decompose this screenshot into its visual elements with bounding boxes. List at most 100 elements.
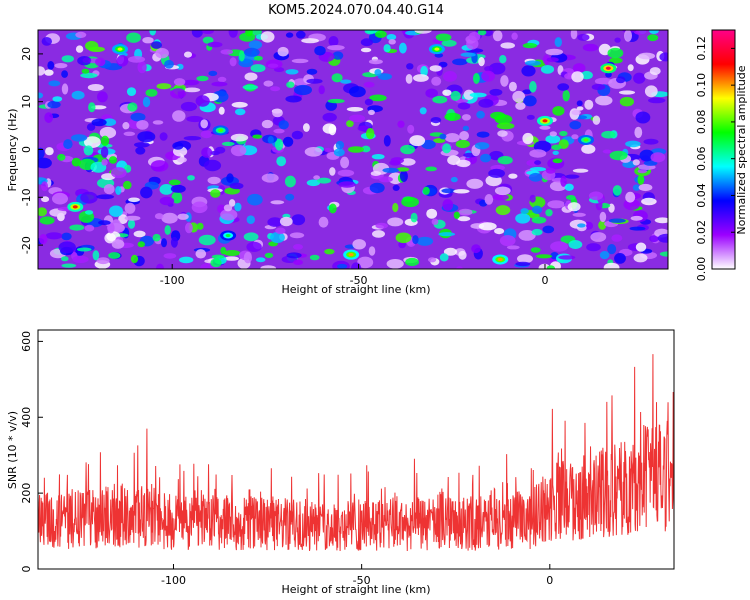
heatmap-cell bbox=[123, 131, 136, 136]
heatmap-cell bbox=[399, 170, 408, 182]
heatmap-cell bbox=[571, 134, 579, 140]
heatmap-cell bbox=[439, 133, 447, 140]
heatmap-cell bbox=[331, 73, 343, 83]
heatmap-cell bbox=[179, 256, 194, 264]
heatmap-cell bbox=[76, 247, 92, 252]
heatmap-cell bbox=[313, 175, 320, 180]
heatmap-cell bbox=[110, 167, 127, 179]
heatmap-cell bbox=[195, 249, 207, 259]
heatmap-x-axis-title: Height of straight line (km) bbox=[281, 283, 430, 296]
heatmap-cell bbox=[243, 47, 260, 57]
heatmap-cell bbox=[368, 59, 383, 65]
heatmap-cell bbox=[515, 102, 526, 110]
heatmap-cell bbox=[581, 144, 596, 154]
heatmap-cell bbox=[103, 184, 115, 195]
heatmap-cell bbox=[441, 39, 457, 47]
heatmap-cell bbox=[142, 96, 151, 108]
heatmap-cell bbox=[545, 167, 556, 174]
heatmap-cell bbox=[38, 157, 52, 169]
heatmap-cell bbox=[71, 90, 85, 100]
heatmap-cell bbox=[540, 65, 555, 74]
heatmap-cell bbox=[173, 78, 186, 86]
heatmap-cell bbox=[137, 61, 147, 74]
heatmap-cell bbox=[217, 76, 227, 83]
heatmap-y-tick-label: -20 bbox=[20, 236, 33, 254]
heatmap-cell bbox=[275, 138, 284, 151]
heatmap-cell bbox=[177, 157, 187, 163]
heatmap-cell bbox=[41, 181, 48, 192]
heatmap-cell bbox=[542, 225, 555, 234]
heatmap-cell bbox=[364, 98, 373, 106]
snr-frame bbox=[37, 329, 675, 570]
heatmap-cell bbox=[95, 57, 106, 67]
colorbar-tick-label: 0.00 bbox=[695, 257, 708, 282]
heatmap-cell bbox=[400, 158, 416, 166]
heatmap-cell bbox=[492, 194, 509, 201]
heatmap-cell bbox=[443, 71, 457, 82]
heatmap-cell bbox=[401, 196, 419, 208]
heatmap-cell bbox=[210, 258, 222, 268]
heatmap-cell bbox=[405, 257, 419, 267]
heatmap-cell bbox=[422, 186, 430, 195]
colorbar: 0.00 0.02 0.04 0.06 0.08 0.10 0.12 Normalized … bbox=[695, 29, 748, 282]
heatmap-cell bbox=[133, 230, 146, 238]
heatmap-cell bbox=[601, 130, 616, 139]
heatmap-cell bbox=[156, 83, 172, 90]
heatmap-cell bbox=[635, 111, 651, 124]
heatmap-cell bbox=[586, 243, 601, 252]
heatmap-cell bbox=[618, 90, 636, 95]
heatmap-cell bbox=[242, 84, 258, 90]
heatmap-cell bbox=[614, 253, 626, 264]
heatmap-cell bbox=[416, 236, 434, 246]
heatmap-cell bbox=[264, 252, 274, 259]
heatmap-cell bbox=[220, 49, 234, 55]
heatmap-hotspot-core bbox=[497, 257, 503, 262]
heatmap-cell bbox=[340, 156, 350, 169]
heatmap-cell bbox=[607, 244, 617, 255]
heatmap-cell bbox=[419, 107, 427, 115]
heatmap-cell bbox=[638, 52, 656, 60]
heatmap-cell bbox=[98, 220, 111, 226]
heatmap-cell bbox=[309, 254, 320, 261]
heatmap-cell bbox=[466, 178, 484, 189]
heatmap-cell bbox=[529, 149, 547, 158]
heatmap-cell bbox=[614, 37, 621, 43]
heatmap-cell bbox=[429, 65, 442, 72]
heatmap-cell bbox=[246, 215, 255, 224]
heatmap-cell bbox=[457, 102, 471, 110]
heatmap-cell bbox=[122, 122, 130, 130]
heatmap-cell bbox=[234, 202, 242, 212]
heatmap-cell bbox=[375, 222, 389, 229]
heatmap-cell bbox=[126, 32, 141, 43]
heatmap-cell bbox=[172, 110, 186, 122]
heatmap-cell bbox=[431, 218, 439, 225]
heatmap-cell bbox=[511, 32, 518, 40]
heatmap-cell bbox=[84, 136, 101, 149]
heatmap-cell bbox=[191, 201, 208, 214]
heatmap-cell bbox=[633, 253, 648, 263]
heatmap-cell bbox=[545, 209, 553, 217]
heatmap-cell bbox=[61, 263, 77, 268]
colorbar-bar bbox=[711, 29, 736, 270]
heatmap-cell bbox=[554, 37, 562, 48]
heatmap-cell bbox=[390, 157, 404, 164]
heatmap-cell bbox=[261, 173, 279, 183]
heatmap-cell bbox=[337, 169, 355, 177]
heatmap-cell bbox=[633, 30, 647, 35]
heatmap-cell bbox=[168, 179, 181, 186]
heatmap-cells bbox=[38, 30, 668, 269]
heatmap-cell bbox=[602, 149, 612, 154]
heatmap-cell bbox=[41, 196, 50, 203]
heatmap-cell bbox=[531, 205, 543, 214]
heatmap-cell bbox=[151, 41, 162, 49]
heatmap-cell bbox=[637, 174, 645, 185]
heatmap-cell bbox=[632, 159, 640, 166]
colorbar-tick-label: 0.06 bbox=[695, 146, 708, 171]
heatmap-cell bbox=[360, 38, 373, 47]
heatmap-cell bbox=[159, 196, 175, 206]
heatmap-cell bbox=[170, 184, 186, 193]
heatmap-hotspot-core bbox=[583, 138, 589, 142]
heatmap-cell bbox=[392, 202, 399, 213]
heatmap-cell bbox=[497, 156, 513, 165]
heatmap-cell bbox=[551, 144, 562, 151]
